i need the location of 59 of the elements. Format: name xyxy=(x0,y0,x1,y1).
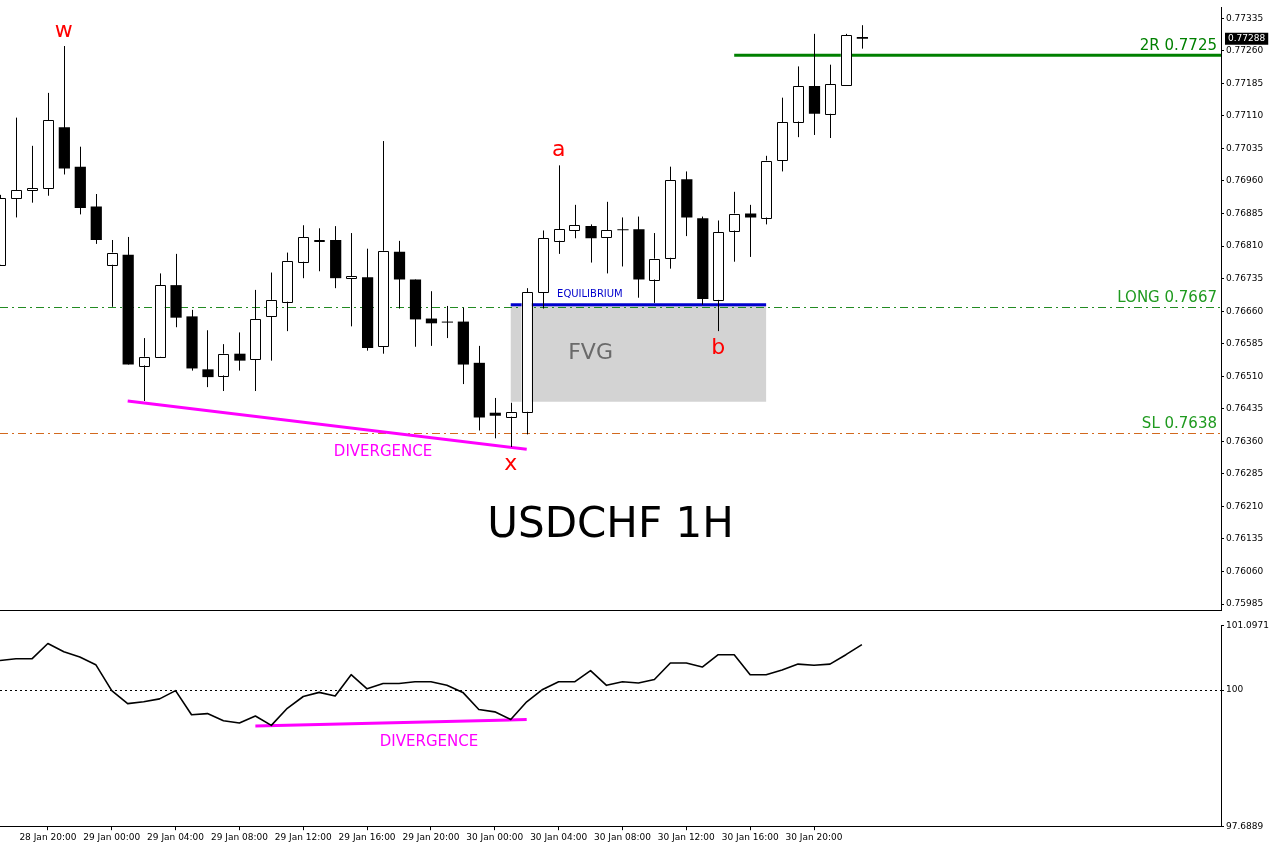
x-tick-label: 30 Jan 16:00 xyxy=(721,831,779,842)
text: USDCHF 1H xyxy=(487,498,734,548)
y-tick-label: 0.76510 xyxy=(1226,370,1264,381)
candlestick xyxy=(585,223,597,264)
candlestick xyxy=(569,204,580,239)
y-tick-label: 101.0971 xyxy=(1226,619,1269,630)
candlestick xyxy=(441,305,454,339)
x-tick-label: 29 Jan 04:00 xyxy=(147,831,205,842)
candlestick xyxy=(617,216,629,267)
x-tick-label: 29 Jan 20:00 xyxy=(402,831,460,842)
candlestick xyxy=(266,272,277,362)
x-tick-label: 28 Jan 20:00 xyxy=(19,831,77,842)
ref-line-label: SL 0.7638 xyxy=(1141,413,1217,432)
x-tick-label: 30 Jan 00:00 xyxy=(466,831,524,842)
candlestick xyxy=(202,329,214,388)
y-tick-label: 0.76360 xyxy=(1226,435,1264,446)
y-tick-label: 0.76585 xyxy=(1226,338,1264,349)
candlestick xyxy=(346,232,357,327)
annotation: x xyxy=(504,449,518,475)
annotation: FVG xyxy=(568,338,613,364)
series-label: DIVERGENCE xyxy=(333,441,433,460)
y-tick-label: 97.6889 xyxy=(1226,820,1264,831)
x-tick-label: 30 Jan 20:00 xyxy=(785,831,843,842)
y-tick-label: 0.77035 xyxy=(1226,142,1264,153)
y-tick-label: 0.77335 xyxy=(1226,12,1264,23)
y-tick-label: 0.77260 xyxy=(1226,45,1264,56)
series-label: 2R 0.7725 xyxy=(1139,35,1217,54)
x-tick-label: 30 Jan 04:00 xyxy=(530,831,588,842)
x-tick-label: 29 Jan 16:00 xyxy=(338,831,396,842)
y-tick-label: 0.76060 xyxy=(1226,565,1264,576)
x-tick-label: 30 Jan 12:00 xyxy=(657,831,716,842)
y-tick-label: 0.76735 xyxy=(1226,272,1264,283)
y-tick-label: 0.76135 xyxy=(1226,533,1264,544)
y-tick-label: 0.76435 xyxy=(1226,403,1264,414)
annotation: w xyxy=(54,16,73,42)
series-label: DIVERGENCE xyxy=(379,731,479,750)
annotation: a xyxy=(551,136,566,162)
candlestick xyxy=(489,397,501,439)
y-tick-label: 0.76960 xyxy=(1226,175,1264,186)
x-tick-label: 29 Jan 08:00 xyxy=(210,831,269,842)
candlestick xyxy=(856,24,868,50)
y-tick-label: 0.76285 xyxy=(1226,468,1264,479)
y-tick-label: 0.75985 xyxy=(1226,598,1264,609)
y-tick-label: 0.76210 xyxy=(1226,500,1264,511)
y-tick-label: 0.76810 xyxy=(1226,240,1264,251)
annotation: b xyxy=(711,333,726,359)
ref-line-label: LONG 0.7667 xyxy=(1117,287,1217,306)
series-label: EQUILIBRIUM xyxy=(557,288,623,300)
x-tick-label: 30 Jan 08:00 xyxy=(593,831,652,842)
y-tick-label: 0.77185 xyxy=(1226,77,1264,88)
y-tick-label: 0.76660 xyxy=(1226,305,1264,316)
candlestick xyxy=(26,145,38,204)
y-tick-label: 100 xyxy=(1226,684,1244,695)
candlestick xyxy=(234,331,246,372)
text: 0.77288 xyxy=(1228,32,1266,43)
y-tick-label: 0.77110 xyxy=(1226,110,1264,121)
y-tick-label: 0.76885 xyxy=(1226,207,1264,218)
x-tick-label: 29 Jan 12:00 xyxy=(274,831,333,842)
x-tick-label: 29 Jan 00:00 xyxy=(83,831,141,842)
